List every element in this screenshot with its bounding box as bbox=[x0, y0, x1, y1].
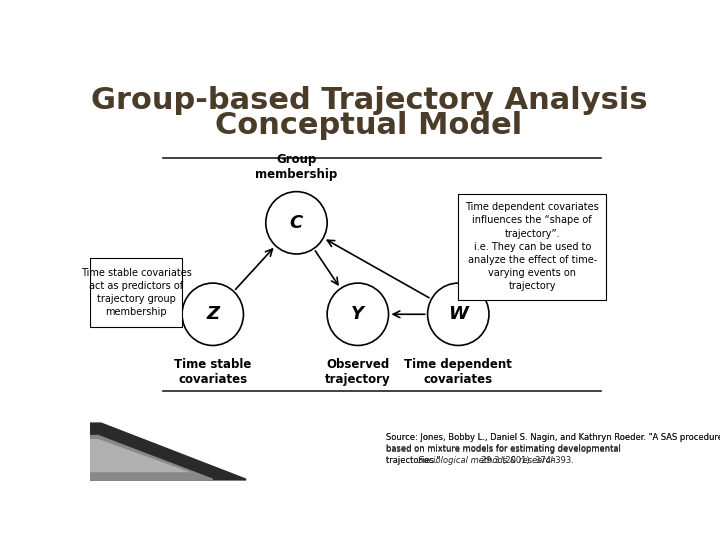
Text: 29.3 (2001): 374–393.: 29.3 (2001): 374–393. bbox=[481, 456, 574, 465]
Text: Y: Y bbox=[351, 305, 364, 323]
Text: Source: Jones, Bobby L., Daniel S. Nagin, and Kathryn Roeder. "A SAS procedure
b: Source: Jones, Bobby L., Daniel S. Nagin… bbox=[386, 433, 720, 465]
Ellipse shape bbox=[182, 283, 243, 346]
Text: Sociological methods & research: Sociological methods & research bbox=[418, 456, 555, 465]
Text: Z: Z bbox=[206, 305, 220, 323]
Text: Time dependent covariates
influences the “shape of
trajectory”.
i.e. They can be: Time dependent covariates influences the… bbox=[465, 202, 599, 291]
FancyBboxPatch shape bbox=[459, 194, 606, 300]
Text: Group-based Trajectory Analysis: Group-based Trajectory Analysis bbox=[91, 86, 647, 114]
Text: Conceptual Model: Conceptual Model bbox=[215, 111, 523, 140]
Text: Time stable covariates
act as predictors of
trajectory group
membership: Time stable covariates act as predictors… bbox=[81, 268, 192, 318]
Text: Observed
trajectory: Observed trajectory bbox=[325, 358, 391, 386]
Text: W: W bbox=[449, 305, 468, 323]
Text: trajectories.": trajectories." bbox=[386, 456, 443, 465]
Bar bbox=[163, 158, 600, 391]
Ellipse shape bbox=[266, 192, 327, 254]
Text: Source: Jones, Bobby L., Daniel S. Nagin, and Kathryn Roeder. "A SAS procedure: Source: Jones, Bobby L., Daniel S. Nagin… bbox=[386, 433, 720, 442]
FancyBboxPatch shape bbox=[90, 258, 182, 327]
Ellipse shape bbox=[428, 283, 489, 346]
Text: Time stable
covariates: Time stable covariates bbox=[174, 358, 251, 386]
Ellipse shape bbox=[327, 283, 389, 346]
Polygon shape bbox=[90, 439, 190, 472]
Polygon shape bbox=[90, 422, 246, 481]
Text: Group
membership: Group membership bbox=[256, 153, 338, 181]
Polygon shape bbox=[90, 435, 213, 481]
Text: based on mixture models for estimating developmental: based on mixture models for estimating d… bbox=[386, 444, 621, 454]
Text: C: C bbox=[290, 214, 303, 232]
Text: Time dependent
covariates: Time dependent covariates bbox=[405, 358, 512, 386]
